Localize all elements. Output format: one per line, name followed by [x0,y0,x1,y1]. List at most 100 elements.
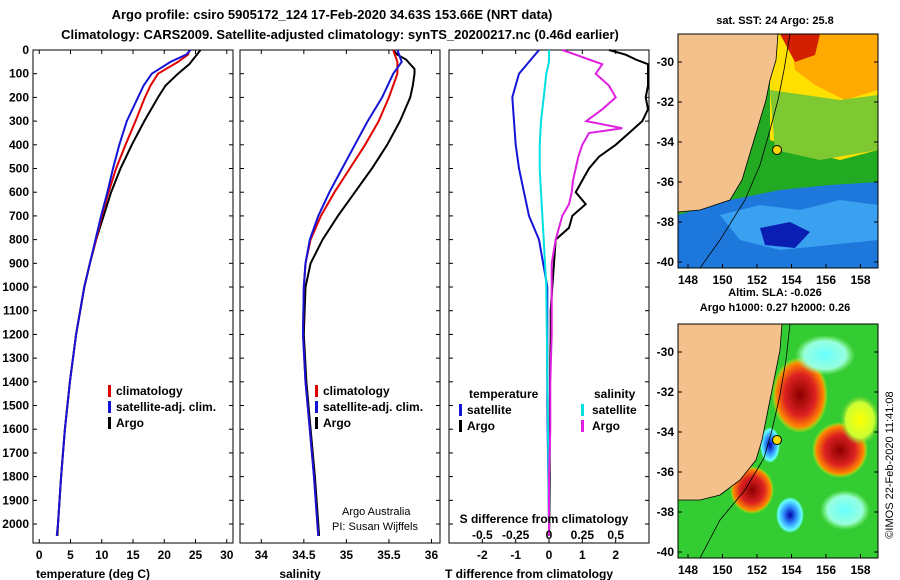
map-lat-label: -38 [657,215,675,229]
legend-label: climatology [323,384,390,398]
sla-map-frame [677,323,879,559]
annotation-line2: PI: Susan Wijffels [332,521,418,533]
map-lat-label: -38 [657,505,675,519]
map-lat-label: -34 [657,425,675,439]
sla-land [678,324,782,500]
sla-map-title-line1: Altim. SLA: -0.026 [728,287,822,299]
x-tick-label: 2 [612,548,619,562]
x-tick-label: 25 [189,548,203,562]
y-tick-label: 1000 [2,280,29,294]
legend-label: Argo [592,419,620,433]
map-lat-label: -30 [657,55,675,69]
sst-mid-region [770,90,878,160]
chart-2-series-salinity-argo [548,49,623,536]
x-tick-label-top: -0.5 [472,528,493,542]
y-tick-label: 100 [9,67,29,81]
x-tick-label: 36 [425,548,439,562]
x-tick-label-top: 0.25 [571,528,595,542]
map-lat-label: -36 [657,175,675,189]
y-tick-label: 1900 [2,493,29,507]
chart-1-series-satellite-adj-clim- [301,49,403,536]
x-tick-label-top: 0 [546,528,553,542]
x-tick-label: -2 [477,548,488,562]
y-tick-label: 900 [9,256,29,270]
map-lat-label: -32 [657,95,675,109]
x-tick-label: 30 [220,548,234,562]
sst-hottest-region [780,34,820,62]
map-lat-label: -32 [657,385,675,399]
map-lon-label: 158 [850,273,870,287]
x-tick-label-top: 0.5 [607,528,624,542]
sla-eddy-cold-2 [776,497,804,533]
salinity-panel: 34 34.5 35 35.5 36 salinity climatology satelli… [239,49,441,580]
chart-1-frame [239,49,441,544]
annotation-line1: Argo Australia [342,506,411,518]
legend-label: Argo [467,419,495,433]
x-tick-label: 1 [579,548,586,562]
map-lon-label: 152 [747,273,767,287]
chart-2-series-salinity-satellite [538,50,550,536]
y-tick-label: 1300 [2,351,29,365]
sst-map-frame [677,33,879,269]
map-lon-label: 150 [712,273,732,287]
legend-swatch [108,417,111,429]
map-lon-label: 156 [816,273,836,287]
y-tick-label: 1400 [2,375,29,389]
map-lon-label: 148 [678,273,698,287]
figure-title-line2: Climatology: CARS2009. Satellite-adjuste… [61,27,619,42]
legend-right-title: salinity [594,387,636,401]
y-tick-label: 200 [9,90,29,104]
y-tick-label: 700 [9,209,29,223]
legend-swatch [459,404,462,416]
map-lat-label: -30 [657,345,675,359]
x-tick-label: 35.5 [377,548,401,562]
legend-label: satellite-adj. clim. [323,400,423,414]
sla-isobath [699,324,791,558]
x-tick-label: 20 [158,548,172,562]
sst-land [678,34,778,212]
x-tick-label: 10 [95,548,109,562]
legend-swatch [108,385,111,397]
chart-1-xlabel: salinity [279,567,321,580]
legend-label: Argo [323,416,351,430]
legend-label: climatology [116,384,183,398]
chart-0-frame [32,49,234,544]
y-tick-label: 600 [9,185,29,199]
legend-label: satellite-adj. clim. [116,400,216,414]
legend-label: Argo [116,416,144,430]
sst-argo-marker [772,145,782,155]
sla-yellow-1 [840,395,878,445]
map-lon-label: 156 [816,563,836,577]
temperature-panel: 0100200300400500600700800900100011001200… [2,43,233,580]
sst-cool-region [720,200,878,250]
x-tick-label: 0 [546,548,553,562]
x-tick-label: 34 [255,548,269,562]
imos-credit: ©IMOS 22-Feb-2020 11:41:08 [884,391,896,538]
legend-swatch [315,417,318,429]
x-tick-label: 34.5 [292,548,316,562]
legend-left-title: temperature [469,387,539,401]
figure-title-line1: Argo profile: csiro 5905172_124 17-Feb-2… [112,7,553,22]
x-tick-label: 15 [126,548,140,562]
sst-coldest-region [760,222,810,248]
sla-map-title-line2: Argo h1000: 0.27 h2000: 0.26 [700,302,850,314]
y-tick-label: 1100 [3,304,29,318]
legend-swatch [315,385,318,397]
map-lon-label: 150 [712,563,732,577]
sla-eddy-warm-1 [772,357,828,433]
y-tick-label: 400 [9,138,29,152]
sla-cyan-1 [795,335,855,375]
x-tick-label: 0 [36,548,43,562]
map-lon-label: 154 [781,273,801,287]
legend-label: satellite [467,403,512,417]
legend-swatch [315,401,318,413]
y-tick-label: 300 [9,114,29,128]
chart-0-xlabel: temperature (deg C) [36,567,150,580]
xlabel-top: S difference from climatology [460,512,629,526]
y-tick-label: 1800 [2,470,29,484]
